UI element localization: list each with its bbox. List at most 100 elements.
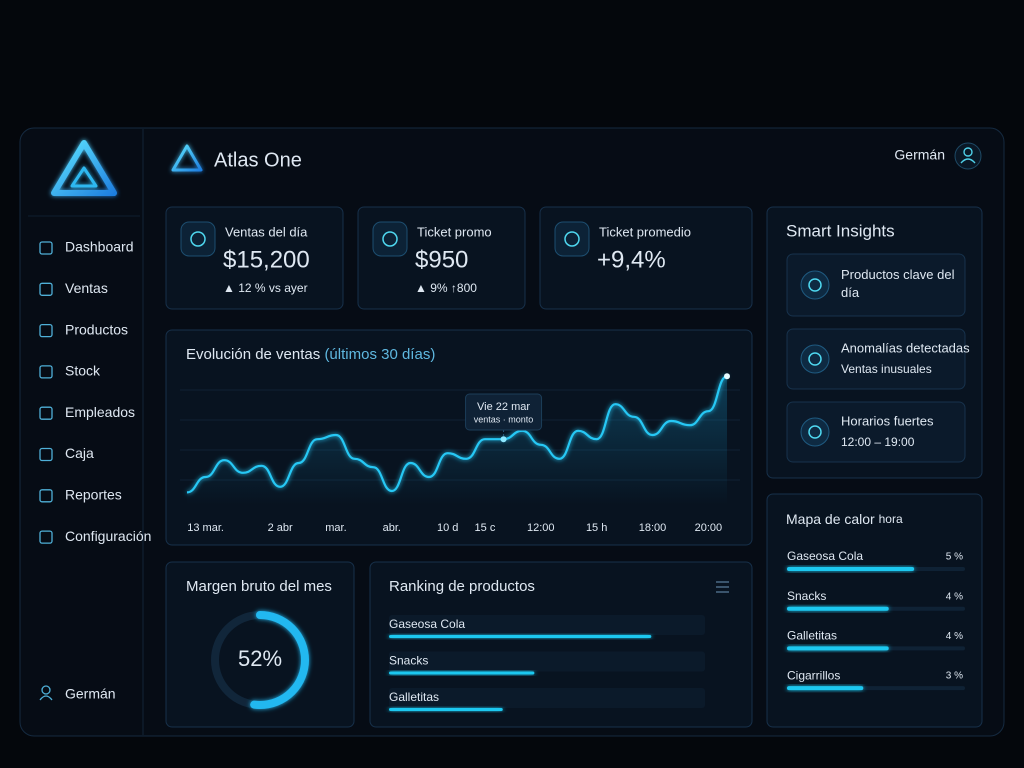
- insight-icon: [800, 344, 830, 374]
- sidebar-label: Reportes: [65, 487, 122, 503]
- x-tick-label: mar.: [325, 522, 346, 534]
- sidebar-icon: [39, 447, 53, 462]
- sidebar-item[interactable]: Dashboard: [39, 239, 134, 255]
- sales-chart-subtitle: (últimos 30 días): [324, 346, 435, 363]
- margin-title: Margen bruto del mes: [186, 578, 332, 595]
- ranking-menu[interactable]: [716, 581, 729, 593]
- tooltip: [465, 393, 543, 431]
- x-tick-label: 2 abr: [268, 522, 293, 534]
- heatmap-value: 4 %: [946, 631, 963, 642]
- sidebar-icon: [39, 530, 53, 544]
- ranking-title: Ranking de productos: [389, 578, 535, 595]
- x-tick-label: 15 c: [475, 522, 496, 534]
- sidebar-icon: [39, 489, 53, 503]
- heatmap-bar: [787, 567, 915, 571]
- sidebar-icon: [39, 241, 53, 255]
- heatmap-value: 3 %: [946, 671, 963, 682]
- kpi-label: Ticket promo: [417, 224, 492, 239]
- insights-title: Smart Insights: [786, 221, 895, 240]
- donut-label: 52%: [238, 646, 282, 671]
- sidebar-user-icon: [41, 685, 51, 695]
- ranking-row: [389, 615, 705, 635]
- ranking-bar: [389, 671, 535, 675]
- sidebar-label: Stock: [65, 363, 101, 379]
- donut-arc: [211, 611, 309, 709]
- insight-title: Horarios fuertes: [841, 413, 934, 428]
- sidebar-user-icon: [39, 695, 53, 701]
- heatmap-value: 4 %: [946, 591, 963, 602]
- insight-detail: 12:00 – 19:00: [841, 435, 915, 449]
- sales-line: [186, 375, 728, 494]
- insight-icon: [800, 417, 830, 447]
- sidebar-item[interactable]: Productos: [39, 321, 128, 338]
- insight-icon-glyph: [808, 425, 822, 439]
- kpi-delta: ▲ 9% ↑800: [415, 281, 477, 295]
- kpi-label: Ventas del día: [225, 224, 308, 239]
- kpi-card: [539, 206, 753, 310]
- insight-icon: [800, 270, 830, 300]
- user-avatar[interactable]: [954, 142, 982, 170]
- sidebar-item[interactable]: Stock: [39, 363, 101, 379]
- x-tick-label: 15 h: [586, 522, 607, 534]
- tooltip-text: ventas · monto: [474, 414, 534, 424]
- heatmap-subtitle: hora: [879, 512, 903, 526]
- sidebar-item[interactable]: Caja: [39, 445, 94, 462]
- insight-item: [786, 328, 966, 390]
- heatmap-title-main: Mapa de calor: [786, 511, 875, 527]
- tooltip-point: [500, 436, 507, 443]
- heatmap-bar: [787, 686, 864, 691]
- x-tick-label: 12:00: [527, 522, 555, 534]
- sidebar-label: Ventas: [65, 280, 108, 296]
- sidebar-label: Dashboard: [65, 239, 134, 255]
- sidebar-label: Productos: [65, 321, 128, 337]
- ranking-row: [389, 688, 705, 708]
- kpi-value: $950: [415, 246, 468, 273]
- kpi-value: $15,200: [223, 246, 310, 273]
- ranking-label: Galletitas: [389, 690, 439, 704]
- kpi-label: Ticket promedio: [599, 224, 691, 239]
- insight-detail: Ventas inusuales: [841, 362, 932, 376]
- sidebar-user: Germán: [65, 686, 116, 702]
- sales-area: [187, 376, 727, 505]
- heatmap-title: Mapa de calor hora: [786, 511, 903, 527]
- x-tick-label: 18:00: [639, 522, 667, 534]
- sidebar-icon: [39, 282, 53, 296]
- header-logo: [171, 144, 203, 172]
- x-tick-label: abr.: [383, 522, 401, 534]
- kpi-icon: [554, 221, 590, 257]
- sidebar-logo: [51, 140, 117, 196]
- kpi-icon-glyph: [190, 231, 206, 247]
- margin-card: [165, 561, 355, 728]
- kpi-icon: [372, 221, 408, 257]
- sidebar-item[interactable]: Empleados: [39, 404, 135, 420]
- heatmap-label: Gaseosa Cola: [787, 549, 863, 563]
- sidebar-icon: [39, 406, 53, 420]
- x-tick-label: 10 d: [437, 522, 458, 534]
- insight-title: Anomalías detectadas: [841, 340, 970, 355]
- kpi-icon-glyph: [564, 231, 580, 247]
- sidebar-label: Empleados: [65, 404, 135, 420]
- sidebar-item[interactable]: Configuración: [39, 528, 151, 544]
- ranking-bar: [389, 635, 652, 638]
- heatmap-label: Galletitas: [787, 629, 837, 643]
- header-user[interactable]: Germán: [894, 147, 945, 163]
- insight-icon-glyph: [808, 278, 822, 292]
- sidebar-icon: [39, 323, 53, 338]
- sidebar-icon: [39, 365, 53, 379]
- x-tick-label: 20:00: [695, 522, 723, 534]
- sidebar-item[interactable]: Reportes: [39, 487, 122, 503]
- sidebar-label: Caja: [65, 445, 94, 461]
- insight-item: [786, 401, 966, 463]
- kpi-icon-glyph: [382, 231, 398, 247]
- sidebar-item[interactable]: Ventas: [39, 280, 108, 296]
- kpi-delta: ▲ 12 % vs ayer: [223, 281, 308, 295]
- ranking-label: Gaseosa Cola: [389, 617, 465, 631]
- end-point: [724, 373, 730, 380]
- ranking-bar: [389, 708, 503, 711]
- insight-title: Productos clave del día: [841, 267, 958, 300]
- insight-icon-glyph: [808, 352, 822, 366]
- kpi-icon: [180, 221, 216, 257]
- x-tick-label: 13 mar.: [187, 522, 224, 534]
- heatmap-label: Cigarrillos: [787, 668, 840, 682]
- app-title: Atlas One: [214, 149, 302, 171]
